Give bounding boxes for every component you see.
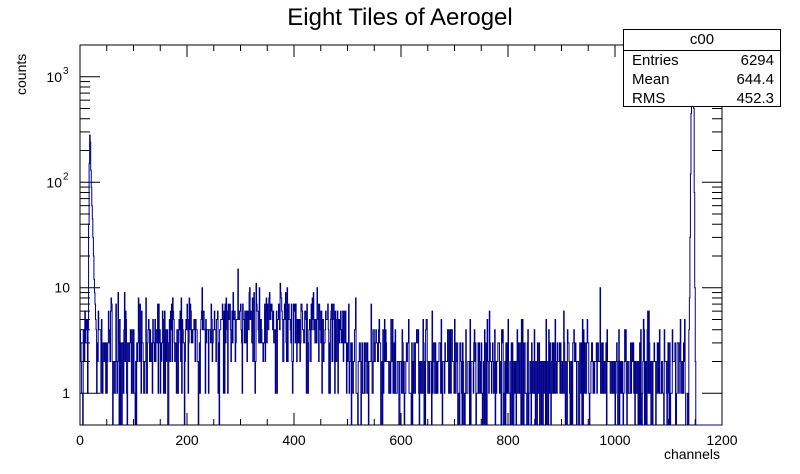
y-tick-exponent: 3 [63,66,69,77]
x-axis-label: channels [664,446,720,462]
stats-label: Entries [632,52,679,69]
y-tick-label: 10 [46,174,62,190]
histogram-bars [79,51,722,426]
y-tick-exponent: 2 [63,171,69,182]
chart-title: Eight Tiles of Aerogel [287,4,513,31]
stats-row-rms: RMS 452.3 [624,89,780,108]
stats-row-mean: Mean 644.4 [624,70,780,89]
stats-box: c00 Entries 6294 Mean 644.4 RMS 452.3 [623,29,781,107]
stats-label: Mean [632,71,670,88]
y-tick-label: 10 [46,69,62,85]
stats-label: RMS [632,90,666,107]
x-tick-label: 200 [175,432,199,448]
x-tick-label: 600 [389,432,413,448]
stats-value: 452.3 [736,90,774,107]
stats-value: 6294 [740,52,774,69]
x-tick-label: 1000 [599,432,630,448]
histogram-line [79,51,722,426]
stats-value: 644.4 [736,71,774,88]
y-tick-label: 1 [62,385,70,401]
x-tick-label: 800 [496,432,520,448]
y-tick-label: 10 [54,280,70,296]
stats-header: c00 [624,30,780,51]
x-tick-label: 1200 [706,432,737,448]
stats-row-entries: Entries 6294 [624,51,780,70]
x-tick-label: 400 [282,432,306,448]
axis-ticks [79,44,723,426]
y-axis-label: counts [13,54,29,95]
x-tick-label: 0 [76,432,84,448]
